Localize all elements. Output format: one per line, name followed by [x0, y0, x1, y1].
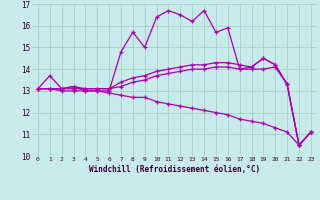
X-axis label: Windchill (Refroidissement éolien,°C): Windchill (Refroidissement éolien,°C) [89, 165, 260, 174]
